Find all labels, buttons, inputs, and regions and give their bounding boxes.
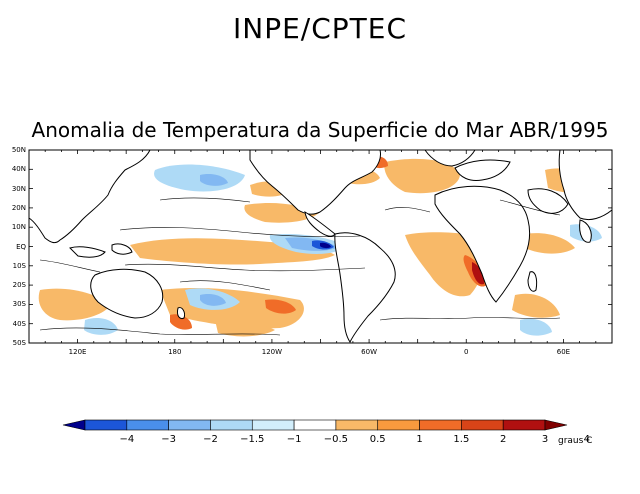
lon-tick-label: 180 bbox=[168, 348, 182, 356]
colorbar-label: −0.5 bbox=[323, 434, 349, 445]
colorbar-swatch bbox=[502, 419, 546, 431]
asia-landmass bbox=[28, 149, 151, 244]
lat-tick-label: 40S bbox=[12, 319, 26, 328]
colorbar-label: −3 bbox=[161, 434, 176, 445]
lon-tick-label: 60W bbox=[361, 348, 377, 356]
extreme-cool-anomaly bbox=[320, 242, 331, 249]
asia-east-landmass bbox=[558, 149, 613, 221]
colorbar-swatch bbox=[126, 419, 169, 431]
colorbar-swatch bbox=[251, 419, 295, 431]
colorbar-swatch bbox=[293, 419, 337, 431]
lon-tick-label: 120W bbox=[261, 348, 283, 356]
colorbar-swatch bbox=[335, 419, 379, 431]
maritime-continent bbox=[69, 246, 106, 258]
colorbar-swatch bbox=[377, 419, 420, 431]
colorbar-arrow-max bbox=[544, 419, 568, 431]
extreme-warm-anomaly bbox=[472, 262, 485, 285]
lon-tick-label: 120E bbox=[68, 348, 87, 356]
africa-landmass bbox=[434, 185, 531, 303]
colorbar-label: 3 bbox=[541, 434, 549, 445]
colorbar-label: 4 bbox=[583, 434, 590, 445]
lat-tick-label: 30S bbox=[12, 300, 26, 309]
continents bbox=[28, 149, 613, 343]
colorbar-label: 2 bbox=[499, 434, 507, 445]
lon-tick-label: 0 bbox=[464, 348, 469, 356]
colorbar-swatch bbox=[84, 419, 128, 431]
europe-landmass bbox=[454, 159, 511, 181]
page-header: INPE/CPTEC bbox=[233, 12, 407, 45]
colorbar-label: 0.5 bbox=[369, 434, 386, 445]
map-title: Anomalia de Temperatura da Superficie do… bbox=[31, 118, 609, 142]
colorbar bbox=[62, 419, 568, 431]
lat-tick-label: 50N bbox=[11, 146, 26, 154]
colorbar-label: −1.5 bbox=[240, 434, 265, 445]
colorbar-label: −4 bbox=[119, 434, 135, 445]
colorbar-label: −2 bbox=[203, 434, 218, 445]
axis-ticks bbox=[28, 149, 613, 344]
colorbar-unit: graus C bbox=[558, 436, 593, 446]
australia-landmass bbox=[90, 268, 164, 319]
contour-lines bbox=[39, 197, 561, 336]
colorbar-swatch bbox=[210, 419, 253, 431]
lat-tick-label: EQ bbox=[16, 242, 26, 251]
lat-tick-label: 50S bbox=[12, 339, 26, 347]
south-america-landmass bbox=[334, 232, 396, 343]
lat-tick-label: 40N bbox=[11, 165, 26, 174]
colorbar-label: 1.5 bbox=[453, 434, 470, 445]
lat-tick-label: 20S bbox=[12, 281, 26, 290]
colorbar-label: 1 bbox=[416, 434, 423, 445]
lat-tick-label: 10N bbox=[11, 223, 26, 232]
lat-tick-label: 30N bbox=[11, 184, 26, 193]
north-america-landmass bbox=[249, 149, 381, 215]
lon-tick-label: 60E bbox=[556, 348, 571, 356]
colorbar-swatch bbox=[168, 419, 211, 431]
colorbar-label: −1 bbox=[286, 434, 302, 445]
lat-tick-label: 10S bbox=[12, 261, 26, 270]
colorbar-swatch bbox=[419, 419, 462, 431]
colorbar-arrow-min bbox=[62, 419, 86, 431]
colorbar-swatch bbox=[461, 419, 504, 431]
lat-tick-label: 20N bbox=[11, 203, 26, 212]
